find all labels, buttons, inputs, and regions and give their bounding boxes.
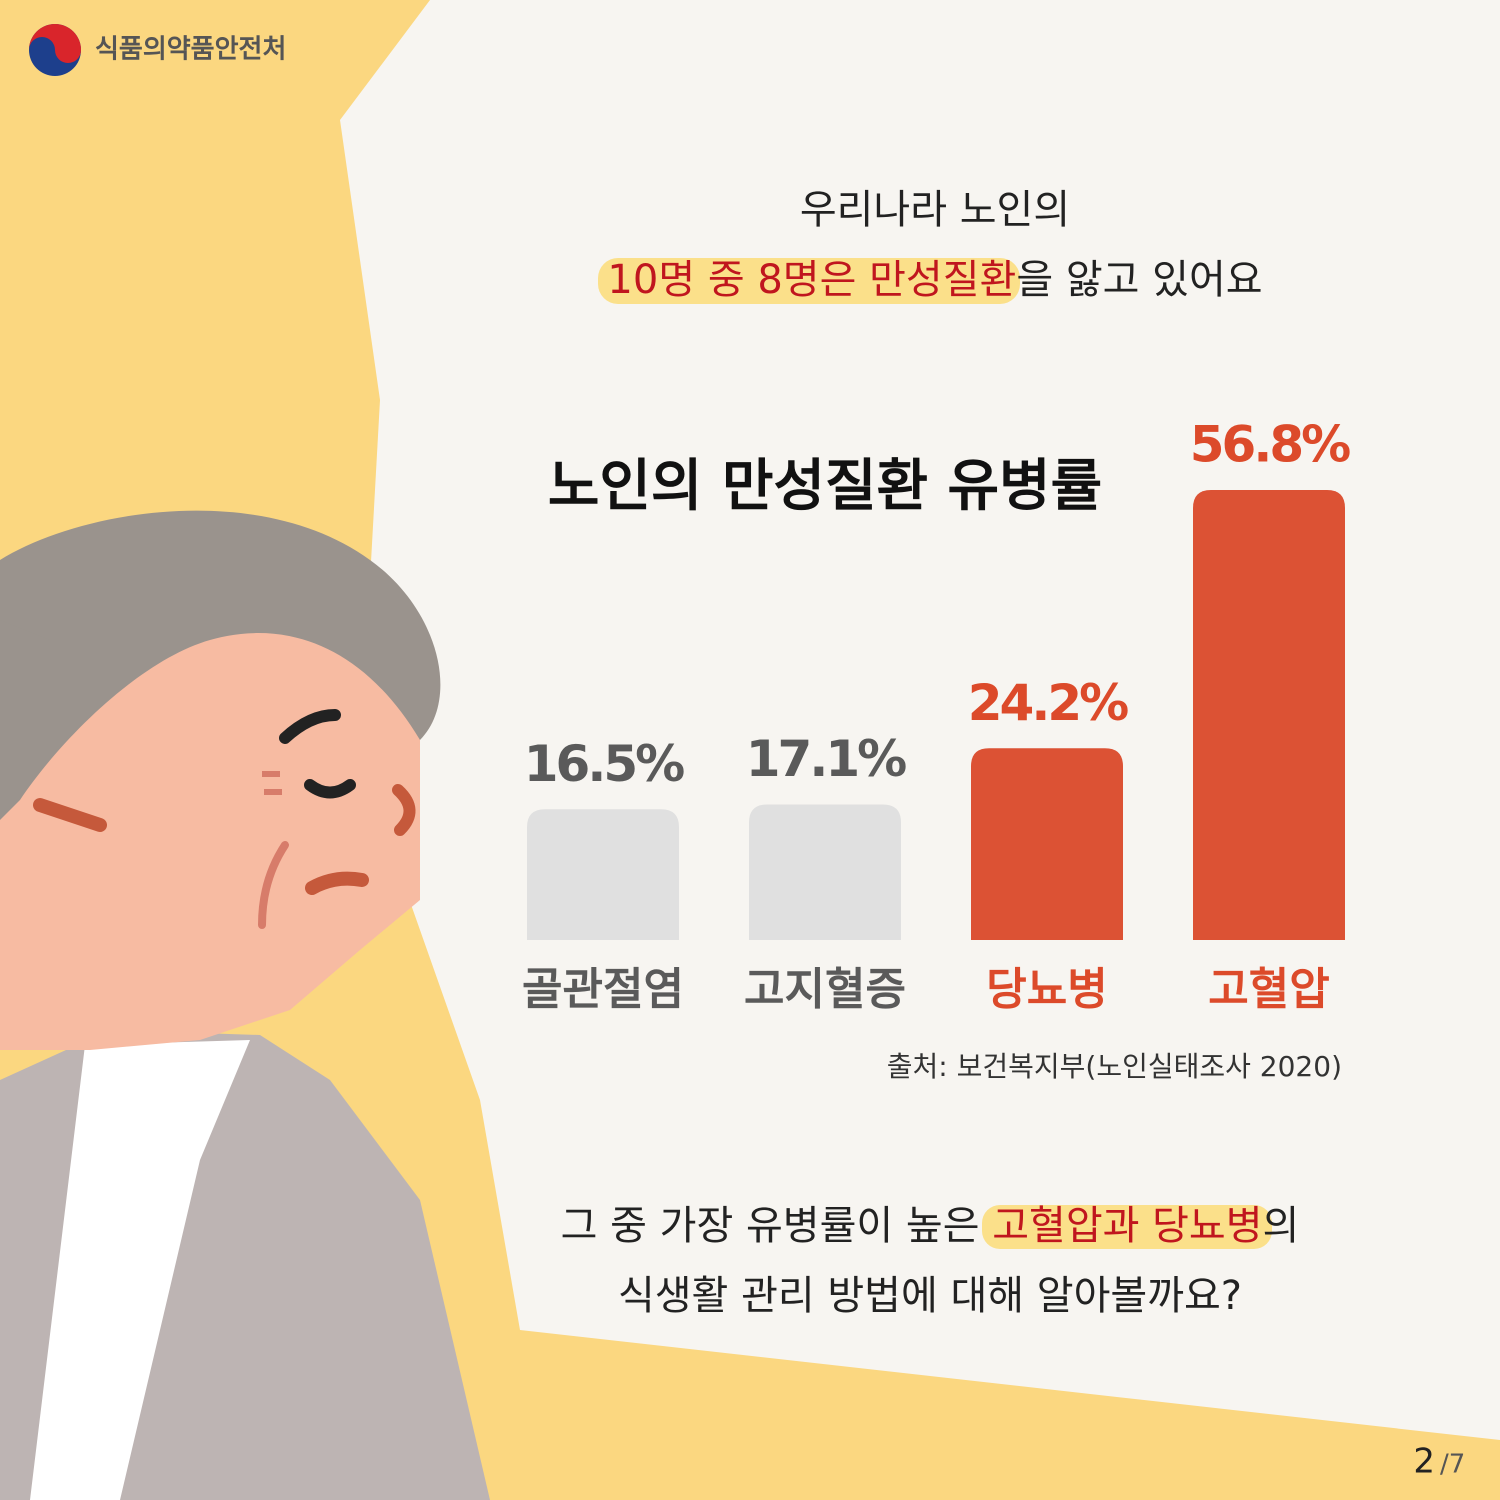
- org-name: 식품의약품안전처: [95, 35, 286, 65]
- bar: [1193, 490, 1345, 940]
- highlight-bg: [982, 1205, 1272, 1249]
- category-label: 당뇨병: [986, 964, 1107, 1015]
- outro-highlight: 고혈압과 당뇨병: [992, 1203, 1262, 1249]
- intro-rest: 을 앓고 있어요: [1016, 257, 1262, 303]
- value-label: 16.5%: [524, 735, 684, 793]
- page-current: 2: [1413, 1442, 1435, 1482]
- bar: [527, 809, 679, 940]
- outro-line1: 그 중 가장 유병률이 높은 고혈압과 당뇨병의: [561, 1203, 1300, 1249]
- bar: [749, 804, 901, 940]
- category-label: 골관절염: [522, 964, 684, 1015]
- value-label: 17.1%: [746, 730, 906, 788]
- chart-title: 노인의 만성질환 유병률: [548, 454, 1102, 519]
- intro-line2: 10명 중 8명은 만성질환을 앓고 있어요: [607, 257, 1262, 303]
- category-label: 고지혈증: [744, 964, 906, 1015]
- value-label: 24.2%: [968, 674, 1128, 732]
- source: 출처: 보건복지부(노인실태조사 2020): [887, 1050, 1342, 1083]
- intro-highlight: 10명 중 8명은 만성질환: [607, 257, 1016, 303]
- highlight-bg: [598, 258, 1020, 304]
- paper: [340, 0, 1500, 1440]
- outro-post: 의: [1263, 1203, 1300, 1249]
- bar-chart: 16.5% 골관절염 17.1% 고지혈증 24.2% 당뇨병 56.8% 고혈압: [522, 416, 1353, 1016]
- illustration: [0, 510, 490, 1500]
- outro-line2: 식생활 관리 방법에 대해 알아볼까요?: [618, 1273, 1242, 1319]
- category-label: 고혈압: [1208, 964, 1329, 1015]
- outro-pre: 그 중 가장 유병률이 높은: [561, 1203, 993, 1249]
- intro-line1: 우리나라 노인의: [800, 187, 1070, 233]
- page-total: /7: [1440, 1450, 1465, 1480]
- value-label: 56.8%: [1190, 416, 1350, 474]
- bar: [971, 748, 1123, 940]
- logo: [29, 24, 81, 76]
